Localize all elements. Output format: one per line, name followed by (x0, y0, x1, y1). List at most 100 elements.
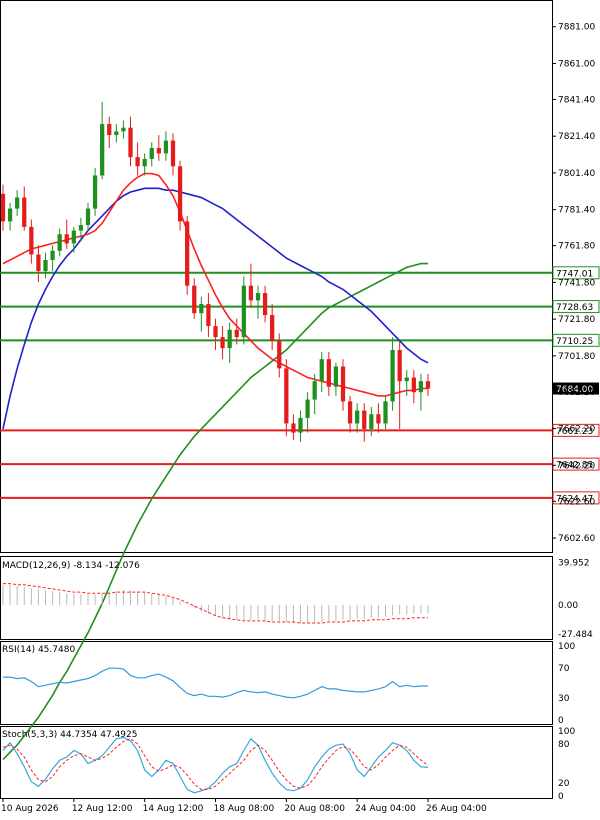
candle-body (185, 221, 190, 286)
candle-body (284, 368, 289, 424)
price-tick-label: 7701.80 (558, 352, 595, 362)
macd-signal-line (3, 583, 428, 624)
stoch-panel: 100 80 20 0 (2, 727, 575, 802)
support-resistance-levels: 7747.01 7728.63 7710.25 7661.23 7642.85 7624.… (0, 266, 600, 505)
candle-body (0, 193, 6, 222)
candle-body (57, 234, 62, 251)
candle-body (92, 175, 98, 209)
candle-body (262, 293, 268, 316)
candle-body (255, 293, 261, 301)
candle-body (305, 399, 310, 418)
level-label-box (552, 423, 600, 437)
candle-body (64, 234, 69, 244)
time-axis: 10 Aug 2026 12 Aug 12:00 14 Aug 12:00 18 Au… (1, 798, 487, 814)
candle-body (114, 131, 119, 136)
time-tick-label: 24 Aug 04:00 (355, 804, 416, 814)
rsi-tick-label: 100 (558, 642, 575, 652)
candle-body (390, 349, 395, 402)
candles (0, 102, 431, 442)
price-tick-label: 7821.40 (558, 132, 595, 142)
stoch-label: Stoch(5,3,3) 44.7354 47.4925 (2, 730, 137, 740)
candle-body (319, 359, 324, 382)
candle-body (78, 225, 84, 231)
candle-body (213, 326, 218, 338)
candle-body (234, 329, 239, 338)
candle-body (355, 410, 360, 424)
price-tick-label: 7861.00 (558, 59, 595, 69)
candle-body (411, 377, 416, 393)
time-tick-label: 18 Aug 08:00 (214, 804, 275, 814)
candle-body (248, 285, 254, 301)
candle-body (107, 124, 112, 136)
candle-body (135, 157, 140, 167)
rsi-panel-frame (0, 641, 553, 725)
candle-body (22, 197, 27, 227)
level-label-box (552, 300, 600, 314)
macd-panel-frame (0, 556, 553, 640)
stoch-tick-label: 20 (558, 779, 570, 789)
price-tick-label: 7881.00 (558, 23, 595, 33)
price-tick-label: 7682.20 (558, 388, 595, 398)
stoch-tick-label: 80 (558, 740, 570, 750)
price-tick-label: 7622.60 (558, 497, 595, 507)
candle-body (340, 366, 346, 402)
candle-body (85, 208, 91, 226)
candle-body (50, 250, 55, 260)
candle-body (163, 140, 169, 154)
macd-tick-label: 0.00 (558, 601, 578, 611)
stoch-k-line (2, 736, 429, 794)
time-tick-label: 12 Aug 12:00 (72, 804, 133, 814)
candle-body (121, 127, 126, 132)
candle-body (369, 414, 374, 429)
level-label: 7728.63 (556, 303, 593, 313)
rsi-tick-label: 0 (558, 716, 564, 726)
candle-body (227, 329, 232, 349)
macd-label: MACD(12,26,9) -8.134 -12.076 (2, 561, 140, 571)
candle-body (71, 230, 76, 244)
level-label-box (552, 333, 600, 347)
candle-body (170, 140, 176, 167)
stoch-d-line (2, 738, 429, 790)
candle-body (220, 337, 225, 349)
candle-body (376, 414, 381, 424)
candle-body (347, 401, 353, 424)
stoch-panel-frame (0, 726, 553, 799)
macd-tick-label: 39.952 (558, 558, 590, 568)
price-tick-label: 7662.20 (558, 425, 595, 435)
candle-body (206, 304, 211, 327)
candle-body (333, 366, 339, 387)
candle-body (15, 197, 20, 209)
price-tick-label: 7761.80 (558, 242, 595, 252)
level-label: 7624.47 (556, 494, 593, 504)
candle-body (177, 166, 183, 222)
price-tick-label: 7781.40 (558, 206, 595, 216)
candle-body (397, 349, 402, 382)
candle-body (192, 285, 197, 314)
candle-body (241, 285, 246, 338)
time-tick-label: 14 Aug 12:00 (143, 804, 204, 814)
candle-body (326, 359, 331, 387)
candle-body (270, 315, 275, 341)
macd-panel: 39.952 0.00 -27.484 (2, 558, 593, 640)
price-tick-label: 7721.80 (558, 315, 595, 325)
candle-body (149, 147, 154, 159)
stoch-tick-label: 0 (558, 792, 564, 802)
rsi-tick-label: 70 (558, 664, 570, 674)
time-tick-label: 26 Aug 04:00 (426, 804, 487, 814)
price-tick-label: 7642.20 (558, 461, 595, 471)
level-label-box (552, 491, 600, 505)
candle-body (362, 410, 367, 429)
candle-body (277, 340, 282, 369)
stoch-tick-label: 100 (558, 727, 575, 737)
candle-body (100, 124, 105, 176)
price-tick-label: 7801.40 (558, 169, 595, 179)
rsi-label: RSI(14) 45.7480 (2, 645, 75, 655)
candle-body (36, 254, 41, 271)
level-label-box (552, 266, 600, 280)
candle-body (383, 401, 388, 424)
level-label-box (552, 457, 600, 471)
level-label: 7747.01 (556, 269, 593, 279)
current-price-label: 7684.00 (556, 385, 593, 395)
candle-body (43, 259, 48, 271)
